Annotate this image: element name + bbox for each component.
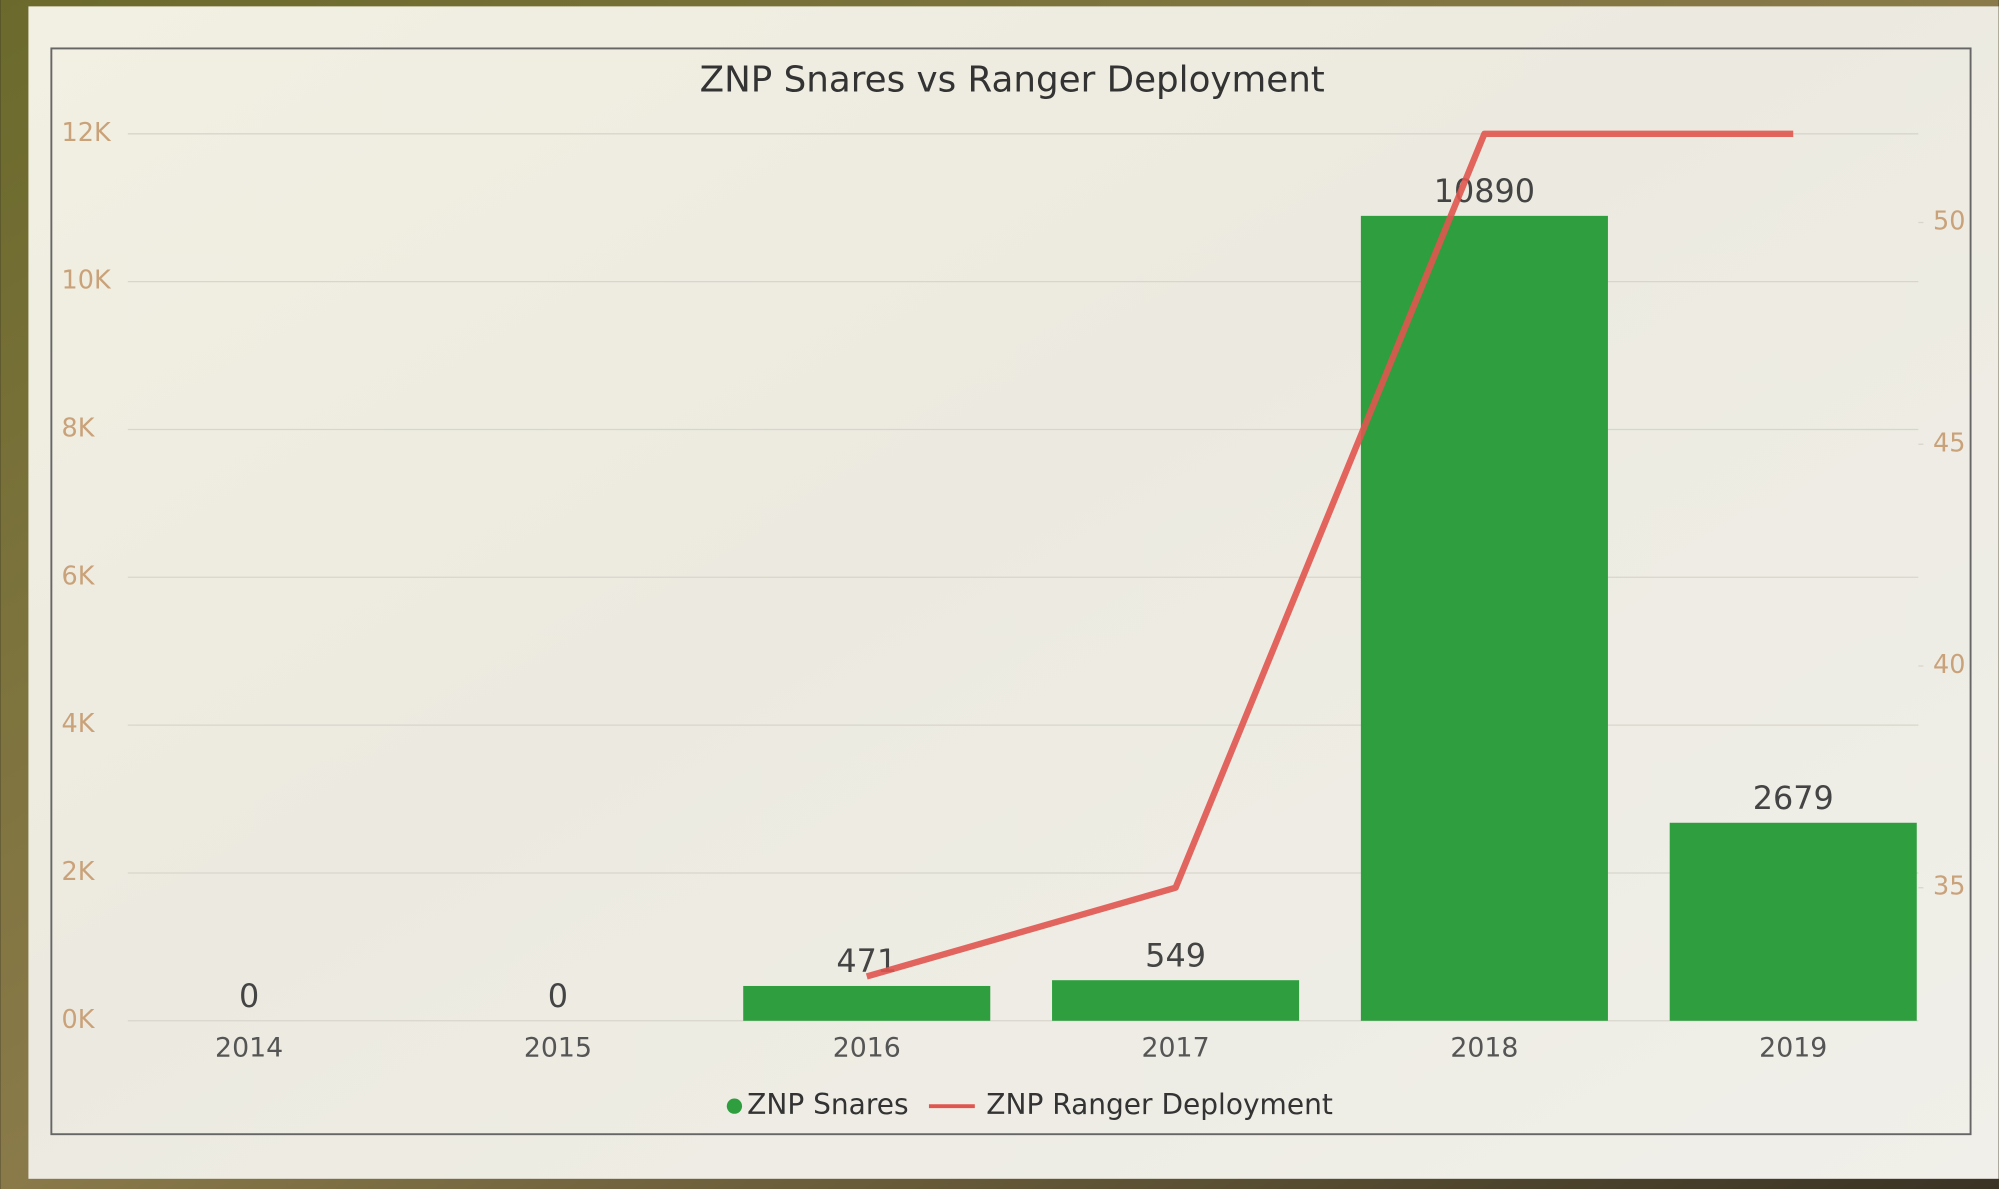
line [865,130,1794,980]
value-label: 0 [239,977,259,1015]
y2-tick-label: 40 [1933,650,1965,680]
y-tick-label: 4K [62,709,96,739]
y-tick-label: 2K [62,857,96,887]
bar [1669,822,1917,1021]
y2-tick-label: 45 [1933,428,1965,458]
value-label: 10890 [1434,172,1535,210]
legend-label: ZNP Snares [747,1088,908,1121]
x-tick-label: 2015 [524,1032,592,1063]
x-tick-label: 2014 [215,1032,283,1063]
legend-label: ZNP Ranger Deployment [986,1088,1333,1121]
bar [1360,215,1608,1021]
value-label: 549 [1145,936,1206,974]
x-tick-label: 2017 [1142,1032,1210,1063]
x-tick-label: 2016 [833,1032,901,1063]
legend-marker [726,1098,743,1114]
y2-tick-label: 50 [1933,207,1965,237]
y-tick-label: 0K [62,1005,96,1035]
y-tick-label: 8K [62,413,96,443]
value-label: 2679 [1753,779,1834,817]
bar [1052,980,1300,1021]
y-tick-label: 6K [62,561,96,591]
x-tick-label: 2019 [1759,1032,1827,1063]
x-tick-label: 2018 [1450,1032,1518,1063]
chart-title: ZNP Snares vs Ranger Deployment [700,60,1325,101]
value-label: 0 [548,977,568,1015]
bar [743,985,991,1021]
y-tick-label: 12K [62,118,112,148]
frame [50,47,1972,1136]
y2-tick-label: 35 [1933,872,1965,902]
y-tick-label: 10K [62,266,112,296]
